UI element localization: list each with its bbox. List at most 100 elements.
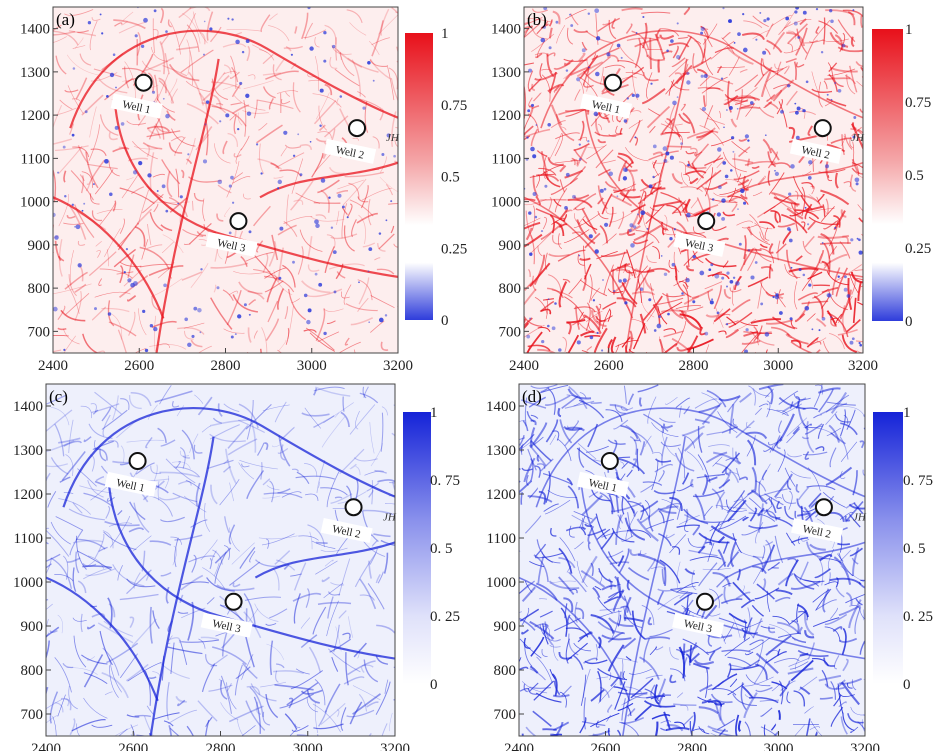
well-circle — [136, 75, 152, 91]
low-value-speckle — [579, 143, 581, 145]
y-tick-label: 800 — [28, 281, 51, 297]
low-value-speckle — [797, 107, 801, 111]
low-value-speckle — [566, 69, 568, 71]
low-value-speckle — [150, 324, 153, 327]
low-value-speckle — [217, 286, 220, 289]
low-value-speckle — [532, 154, 536, 158]
low-value-speckle — [858, 342, 860, 344]
low-value-speckle — [569, 14, 571, 16]
low-value-speckle — [829, 9, 832, 12]
low-value-speckle — [791, 267, 793, 269]
low-value-speckle — [203, 54, 205, 56]
low-value-speckle — [205, 123, 207, 125]
low-value-speckle — [708, 268, 711, 271]
low-value-speckle — [142, 310, 145, 313]
low-value-speckle — [147, 173, 151, 177]
y-tick-label: 900 — [499, 238, 522, 254]
low-value-speckle — [526, 136, 528, 138]
low-value-speckle — [385, 219, 387, 221]
low-value-speckle — [292, 261, 295, 264]
low-value-speckle — [630, 243, 635, 248]
low-value-speckle — [657, 324, 662, 329]
low-value-speckle — [760, 302, 763, 305]
low-value-speckle — [672, 101, 677, 106]
low-value-speckle — [822, 242, 824, 244]
low-value-speckle — [256, 143, 258, 145]
low-value-speckle — [807, 223, 809, 225]
low-value-speckle — [636, 32, 638, 34]
low-value-speckle — [717, 312, 720, 315]
low-value-speckle — [529, 252, 532, 255]
fracture-line — [335, 497, 342, 498]
y-tick-label: 1200 — [20, 108, 50, 124]
low-value-speckle — [808, 160, 812, 164]
well-circle — [346, 499, 362, 515]
low-value-speckle — [789, 229, 792, 232]
low-value-speckle — [135, 34, 138, 37]
low-value-speckle — [126, 248, 128, 250]
y-tick-label: 1200 — [13, 487, 43, 503]
low-value-speckle — [184, 318, 188, 322]
low-value-speckle — [712, 198, 715, 201]
fracture-line — [509, 551, 520, 558]
low-value-speckle — [235, 40, 240, 45]
low-value-speckle — [701, 75, 704, 78]
low-value-speckle — [333, 250, 337, 254]
low-value-speckle — [850, 341, 854, 345]
low-value-speckle — [206, 100, 209, 103]
low-value-speckle — [725, 175, 729, 179]
y-tick-label: 1300 — [20, 65, 50, 81]
low-value-speckle — [830, 20, 834, 24]
low-value-speckle — [337, 194, 341, 198]
low-value-speckle — [570, 24, 573, 27]
low-value-speckle — [536, 124, 538, 126]
y-tick-label: 900 — [21, 619, 44, 635]
low-value-speckle — [746, 328, 749, 331]
low-value-speckle — [717, 212, 721, 216]
low-value-speckle — [113, 53, 116, 56]
low-value-speckle — [750, 101, 754, 105]
low-value-speckle — [200, 268, 202, 270]
low-value-speckle — [245, 94, 249, 98]
low-value-speckle — [633, 225, 636, 228]
colorbar-tick-label: 0. 75 — [430, 473, 460, 489]
x-tick-label: 2400 — [504, 741, 534, 751]
well-circle — [698, 213, 714, 229]
low-value-speckle — [802, 109, 805, 112]
low-value-speckle — [774, 170, 776, 172]
low-value-speckle — [730, 169, 733, 172]
plot-background — [53, 7, 398, 353]
low-value-speckle — [844, 288, 848, 292]
x-tick-label: 2800 — [206, 741, 236, 751]
low-value-speckle — [853, 116, 856, 119]
x-tick-label: 2800 — [677, 741, 707, 751]
low-value-speckle — [541, 38, 546, 43]
low-value-speckle — [242, 51, 244, 53]
low-value-speckle — [844, 275, 847, 278]
low-value-speckle — [64, 195, 66, 197]
low-value-speckle — [838, 276, 840, 278]
low-value-speckle — [728, 20, 731, 23]
low-value-speckle — [632, 94, 635, 97]
low-value-speckle — [541, 230, 543, 232]
low-value-speckle — [321, 178, 326, 183]
low-value-speckle — [677, 22, 679, 24]
low-value-speckle — [602, 279, 604, 281]
low-value-speckle — [796, 136, 800, 140]
low-value-speckle — [347, 216, 349, 218]
y-tick-label: 1000 — [491, 195, 521, 211]
well-circle — [226, 594, 242, 610]
low-value-speckle — [723, 126, 725, 128]
low-value-speckle — [340, 95, 343, 98]
y-tick-label: 800 — [21, 663, 44, 679]
y-tick-label: 800 — [494, 663, 517, 679]
low-value-speckle — [304, 294, 308, 298]
low-value-speckle — [700, 32, 703, 35]
fracture-line — [246, 352, 248, 384]
low-value-speckle — [310, 141, 312, 143]
low-value-speckle — [177, 203, 179, 205]
x-tick-label: 3200 — [383, 358, 413, 374]
low-value-speckle — [737, 32, 741, 36]
